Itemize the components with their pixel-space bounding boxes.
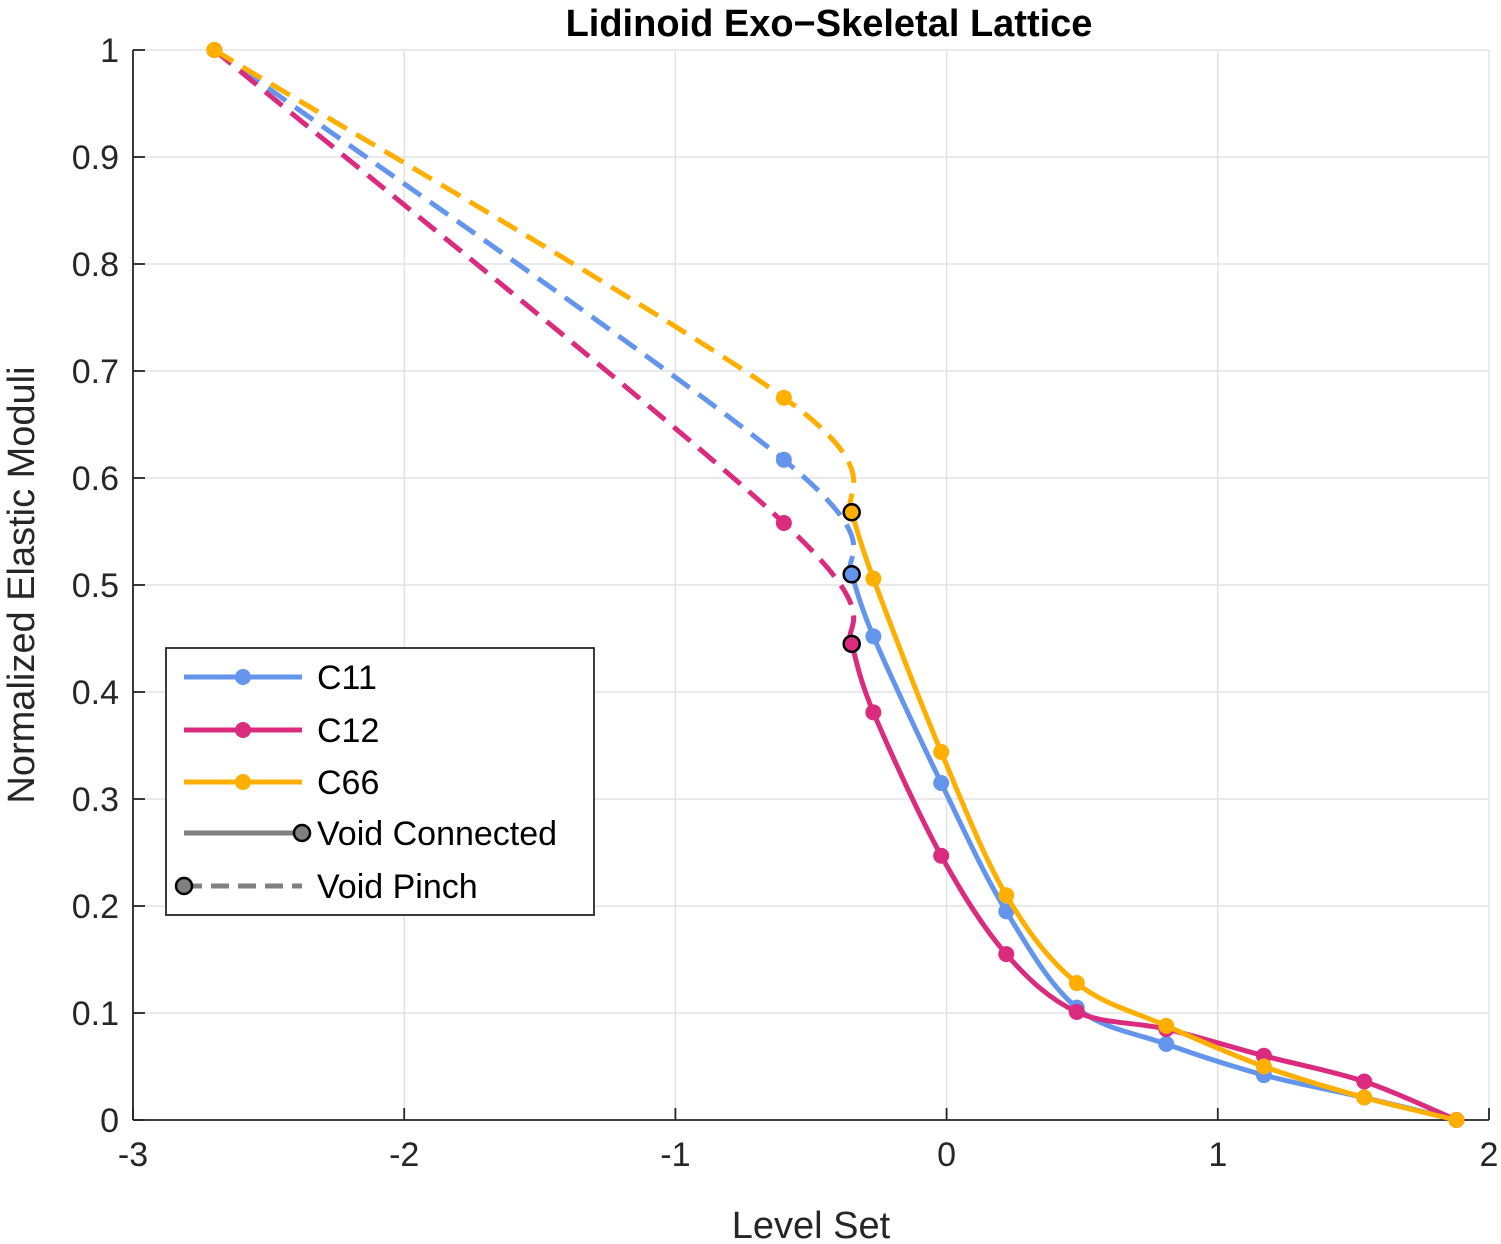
series-c12-point: [775, 514, 792, 531]
series-c12-point: [1356, 1073, 1373, 1090]
legend-label-c11: C11: [317, 659, 377, 697]
y-tick-label: 0: [100, 1102, 119, 1140]
legend-label-c66: C66: [317, 764, 379, 802]
legend-swatch-marker-c11: [235, 669, 251, 685]
x-tick-label: -1: [660, 1136, 690, 1174]
legend-swatch-marker-void-pinch: [174, 876, 194, 896]
series-c66-point: [933, 743, 950, 760]
series-c12-point: [865, 704, 882, 721]
chart-title: Lidinoid Exo−Skeletal Lattice: [566, 3, 1093, 45]
axes: [132, 49, 1490, 1121]
series-c66-connected-line: [849, 511, 1458, 1123]
series-c12-transition-point: [842, 634, 861, 654]
series-c66-pinch-line: [213, 47, 857, 514]
y-tick-label: 1: [100, 32, 119, 70]
x-axis-title: Level Set: [732, 1205, 891, 1244]
series-c66-point: [865, 570, 882, 587]
y-tick-label: 0.6: [72, 460, 119, 498]
y-tick-label: 0.7: [72, 353, 119, 391]
series-c12-point: [1068, 1003, 1085, 1020]
series-c66: [206, 42, 1465, 1128]
series: [206, 42, 1465, 1128]
y-tick-label: 0.2: [72, 888, 119, 926]
y-tick-label: 0.3: [72, 781, 119, 819]
series-c12-pinch-line: [212, 48, 857, 646]
x-tick-label: 1: [1208, 1136, 1227, 1174]
y-tick-label: 0.9: [72, 139, 119, 177]
x-tick-label: -2: [389, 1136, 419, 1174]
legend-swatch-marker-void-connected: [292, 823, 312, 843]
y-axis-title: Normalized Elastic Moduli: [1, 366, 43, 803]
series-c66-point: [1068, 975, 1085, 992]
legend-swatch-marker-c12: [235, 722, 251, 738]
series-c66-point: [775, 389, 792, 406]
series-c66-point: [206, 42, 223, 58]
series-c66-point: [1158, 1017, 1175, 1034]
legend-label-void-pinch: Void Pinch: [317, 868, 478, 906]
series-c66-transition-point: [842, 502, 861, 522]
y-tick-label: 0.5: [72, 567, 119, 605]
y-tick-label: 0.4: [72, 674, 119, 712]
series-c66-point: [998, 887, 1015, 904]
legend: C11 C12 C66 Void Connected Void Pinch: [165, 647, 595, 916]
series-c11-pinch-line: [212, 47, 857, 576]
x-tick-label: 2: [1480, 1136, 1499, 1174]
legend-label-void-connected: Void Connected: [317, 815, 557, 853]
series-c11-point: [1158, 1036, 1175, 1053]
y-tick-label: 0.1: [72, 995, 119, 1033]
series-c66-point: [1255, 1058, 1272, 1075]
x-tick-label: -3: [118, 1136, 148, 1174]
series-c12-point: [933, 847, 950, 864]
series-c11-point: [775, 451, 792, 468]
series-c66-point: [1356, 1089, 1373, 1106]
legend-swatch-marker-c66: [235, 774, 251, 790]
series-c11-point: [998, 903, 1015, 920]
series-c11-transition-point: [842, 565, 861, 584]
series-c11-point: [865, 628, 882, 645]
tick-labels: -3 -2 -1 0 1 2 0 0.1 0.2 0.3 0.4 0.5 0.6 0.7 0.8 0.9 1: [72, 32, 1499, 1174]
legend-label-c12: C12: [317, 712, 379, 750]
series-c11-point: [933, 774, 950, 791]
x-tick-label: 0: [937, 1136, 956, 1174]
series-c12-point: [998, 946, 1015, 963]
y-tick-label: 0.8: [72, 246, 119, 284]
series-c66-point: [1448, 1112, 1465, 1128]
series-c11-connected-line: [849, 573, 1458, 1123]
